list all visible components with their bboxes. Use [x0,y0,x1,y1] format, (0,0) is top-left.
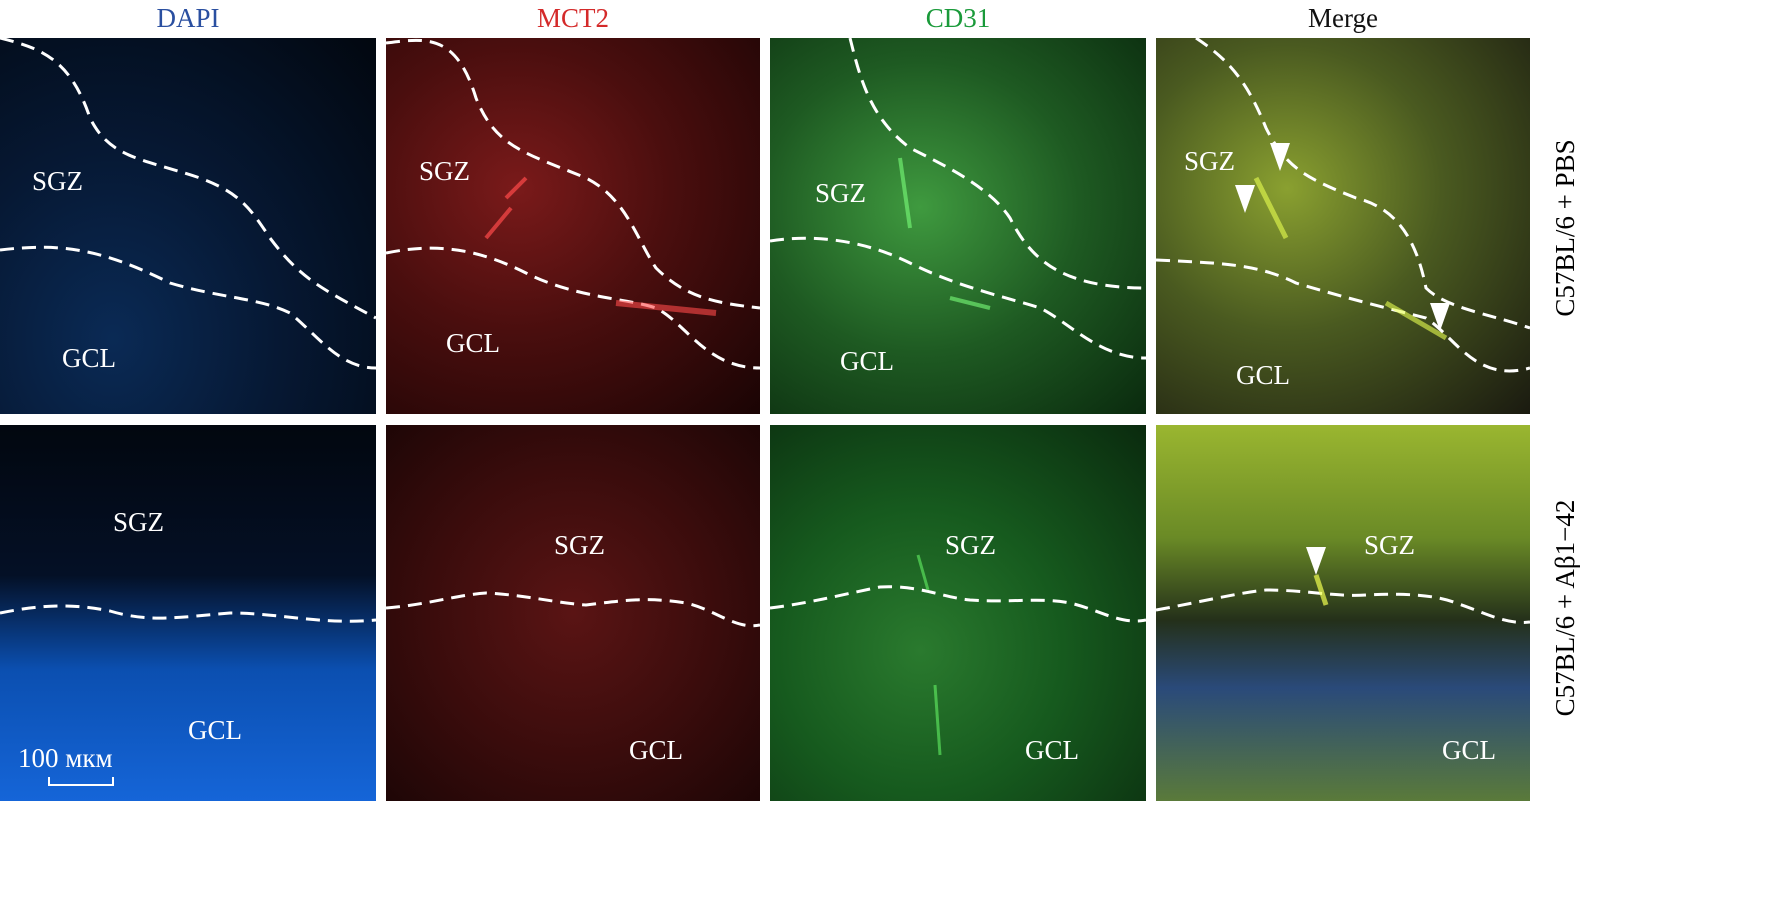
region-label-sgz: SGZ [32,166,84,196]
region-label-gcl: GCL [188,715,242,745]
scale-bar [48,777,114,786]
micrograph-mct2-pbs: SGZ GCL [386,38,760,414]
column-header-mct2: MCT2 [536,3,609,33]
micrograph-mct2-abeta: SGZ GCL [386,425,760,801]
region-label-gcl: GCL [62,343,116,373]
region-label-gcl: GCL [446,328,500,358]
region-label-sgz: SGZ [945,530,997,560]
column-header-cd31: CD31 [925,3,991,33]
region-label-gcl: GCL [1025,735,1079,765]
region-label-sgz: SGZ [554,530,606,560]
arrowhead-marker [1430,303,1450,331]
micrograph-merge-pbs: SGZ GCL [1156,38,1530,414]
arrowhead-marker [1235,185,1255,213]
region-label-gcl: GCL [840,346,894,376]
micrograph-dapi-pbs: SGZ GCL [0,38,376,414]
scale-bar-label: 100 мкм [18,743,113,773]
arrowhead-marker [1306,547,1326,575]
row-label-pbs: C57BL/6 + PBS [1550,139,1580,317]
row-label-abeta: C57BL/6 + Aβ1−42 [1550,499,1580,717]
region-label-sgz: SGZ [113,507,165,537]
region-label-gcl: GCL [629,735,683,765]
column-header-merge: Merge [1308,3,1378,33]
region-label-gcl: GCL [1236,360,1290,390]
arrowhead-marker [1270,143,1290,171]
region-label-gcl: GCL [1442,735,1496,765]
region-label-sgz: SGZ [419,156,471,186]
region-label-sgz: SGZ [1184,146,1236,176]
micrograph-cd31-abeta: SGZ GCL [770,425,1146,801]
region-label-sgz: SGZ [1364,530,1416,560]
micrograph-dapi-abeta: SGZ GCL 100 мкм [0,425,376,801]
micrograph-merge-abeta: SGZ GCL [1156,425,1530,801]
region-label-sgz: SGZ [815,178,867,208]
micrograph-cd31-pbs: SGZ GCL [770,38,1146,414]
column-header-dapi: DAPI [156,3,220,33]
